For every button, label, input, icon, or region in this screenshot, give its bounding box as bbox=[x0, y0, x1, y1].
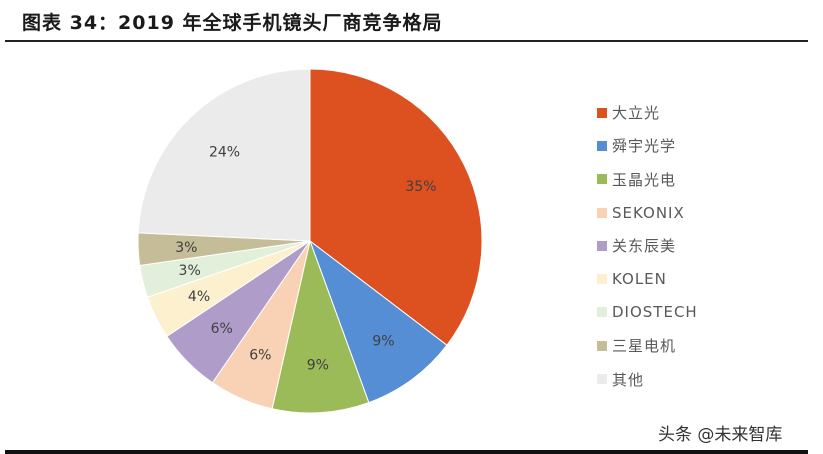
slice-label: 35% bbox=[405, 179, 436, 195]
legend-item: 关东辰美 bbox=[597, 229, 698, 262]
slice-label: 6% bbox=[249, 347, 271, 363]
legend-label: KOLEN bbox=[612, 270, 667, 289]
slice-label: 9% bbox=[307, 358, 329, 374]
slice-label: 3% bbox=[175, 240, 197, 256]
legend-label: 关东辰美 bbox=[612, 237, 677, 256]
legend-swatch-icon bbox=[597, 340, 607, 351]
legend-label: 玉晶光电 bbox=[612, 170, 677, 189]
pie-slice bbox=[309, 68, 483, 346]
slice-label: 6% bbox=[211, 321, 233, 337]
pie-slice bbox=[271, 239, 370, 414]
legend-item: 大立光 bbox=[597, 96, 698, 129]
legend-swatch-icon bbox=[597, 307, 607, 318]
legend-swatch-icon bbox=[597, 274, 607, 285]
slice-label: 9% bbox=[372, 334, 394, 350]
legend-swatch-icon bbox=[597, 207, 607, 218]
legend-label: 其他 bbox=[612, 370, 645, 389]
legend-item: DIOSTECH bbox=[597, 296, 698, 329]
top-divider bbox=[5, 40, 808, 42]
slice-label: 4% bbox=[188, 289, 210, 305]
legend-item: 三星电机 bbox=[597, 329, 698, 362]
legend-item: 舜宇光学 bbox=[597, 129, 698, 162]
legend-swatch-icon bbox=[597, 240, 607, 251]
legend-item: SEKONIX bbox=[597, 196, 698, 229]
legend-item: 其他 bbox=[597, 362, 698, 395]
pie-slice bbox=[137, 68, 311, 242]
legend-swatch-icon bbox=[597, 107, 607, 118]
watermark: 头条 @未来智库 bbox=[658, 425, 783, 445]
legend-label: SEKONIX bbox=[612, 203, 685, 222]
legend-label: 大立光 bbox=[612, 104, 661, 123]
figure-title: 图表 34：2019 年全球手机镜头厂商竞争格局 bbox=[22, 12, 443, 34]
legend-label: 三星电机 bbox=[612, 337, 677, 356]
slice-label: 3% bbox=[179, 263, 201, 279]
legend-label: DIOSTECH bbox=[612, 303, 698, 322]
legend-swatch-icon bbox=[597, 374, 607, 385]
legend-label: 舜宇光学 bbox=[612, 137, 677, 156]
legend-item: KOLEN bbox=[597, 262, 698, 295]
legend-swatch-icon bbox=[597, 140, 607, 151]
slice-label: 24% bbox=[209, 144, 240, 160]
pie-slice bbox=[308, 239, 448, 404]
bottom-divider bbox=[5, 450, 808, 454]
chart-legend: 大立光舜宇光学玉晶光电 SEKONIX 关东辰美 KOLEN DIOSTECH 三星电机其… bbox=[597, 96, 698, 396]
legend-item: 玉晶光电 bbox=[597, 163, 698, 196]
legend-swatch-icon bbox=[597, 174, 607, 185]
